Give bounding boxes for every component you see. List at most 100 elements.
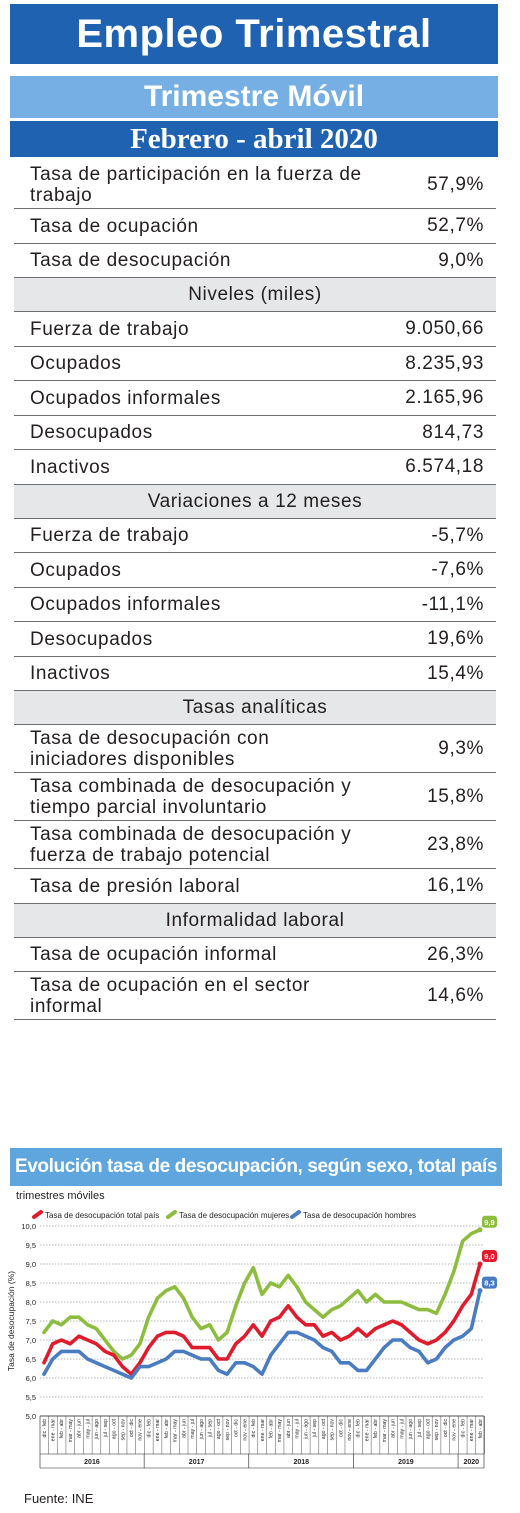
subtitle-band: Trimestre Móvil (10, 76, 498, 118)
row-label: Tasa de desocupación con iniciadores dis… (30, 728, 270, 770)
series-end-point (477, 1288, 483, 1294)
x-tick-label: jul - sep (103, 1419, 109, 1438)
chart-subtitle: trimestres móviles (16, 1190, 105, 1202)
end-value-label: 8,3 (484, 1279, 494, 1288)
x-tick-label: ene - mar (51, 1419, 57, 1441)
x-tick-label: sep - nov (434, 1419, 440, 1441)
x-tick-label: ago - oct (425, 1418, 431, 1439)
legend-label: Tasa de desocupación total país (45, 1211, 159, 1220)
row-label: Tasa de participación en la fuerza de tr… (30, 164, 362, 206)
table-row: Desocupados 19,6% (14, 622, 496, 657)
row-label: Ocupados (30, 559, 122, 581)
x-tick-label: ene - mar (364, 1419, 370, 1441)
table-row: Tasa combinada de desocupación y fuerza … (14, 821, 496, 869)
legend-item: Tasa de desocupación mujeres (166, 1210, 289, 1220)
row-value: 14,6% (427, 985, 484, 1006)
row-label: Desocupados (30, 422, 153, 444)
row-label: Fuerza de trabajo (30, 318, 190, 340)
x-tick-label: oct - dic (234, 1419, 240, 1438)
x-tick-label: abr - jun (286, 1419, 292, 1438)
x-tick-label: jun - ago (408, 1419, 414, 1440)
section-header: Informalidad laboral (14, 903, 496, 938)
year-label: 2017 (189, 1459, 205, 1466)
x-tick-label: oct - dic (129, 1419, 135, 1438)
row-value: -11,1% (421, 593, 484, 615)
indicator-table: Tasa de participación en la fuerza de tr… (14, 161, 496, 1020)
x-tick-label: mar - may (382, 1419, 388, 1443)
page-title: Empleo Trimestral (10, 4, 498, 64)
x-tick-label: ene - mar (469, 1419, 475, 1441)
legend-swatch (290, 1210, 301, 1219)
section-header: Niveles (miles) (14, 278, 496, 312)
x-tick-label: nov - ene (242, 1419, 248, 1441)
table-row: Tasa de desocupación 9,0% (14, 244, 496, 278)
series-end-point (477, 1227, 483, 1233)
row-value: 8.235,93 (405, 352, 484, 374)
table-row: Tasa de desocupación con iniciadores dis… (14, 725, 496, 773)
legend-swatch (166, 1210, 177, 1219)
end-label-badge (482, 1250, 497, 1262)
x-tick-label: may - jul (85, 1419, 91, 1439)
x-tick-label: sep - nov (225, 1419, 231, 1441)
row-value: 52,7% (427, 215, 484, 237)
x-tick-label: abr - jun (181, 1419, 187, 1438)
row-label: Tasa combinada de desocupación y fuerza … (30, 824, 352, 866)
table-row: Ocupados informales 2.165,96 (14, 381, 496, 416)
legend-swatch (32, 1210, 43, 1219)
table-row: Tasa de ocupación informal 26,3% (14, 938, 496, 972)
end-label-badge (482, 1276, 497, 1289)
x-tick-label: feb - abr (164, 1419, 170, 1439)
x-tick-label: oct - dic (443, 1419, 449, 1438)
x-tick-label: feb - abr (59, 1419, 65, 1439)
y-tick-label: 10,0 (21, 1222, 36, 1231)
table-row: Fuerza de trabajo 9.050,66 (14, 312, 496, 347)
x-tick-label: sep - nov (120, 1419, 126, 1441)
end-label-badge (482, 1215, 497, 1228)
x-tick-label: may - jul (399, 1419, 405, 1439)
section-header: Tasas analíticas (14, 691, 496, 725)
x-tick-label: ago - oct (321, 1418, 327, 1439)
x-tick-label: dic - feb (460, 1419, 466, 1438)
series-end-point (477, 1261, 483, 1267)
row-value: 15,8% (427, 786, 484, 807)
legend-item: Tasa de desocupación hombres (290, 1210, 416, 1220)
period-band: Febrero - abril 2020 (10, 121, 498, 157)
x-tick-label: dic - feb (356, 1419, 362, 1438)
row-label: Ocupados (30, 353, 122, 375)
year-label: 2019 (398, 1459, 414, 1466)
chart-title: Evolución tasa de desocupación, según se… (10, 1148, 502, 1186)
x-tick-label: sep - nov (330, 1419, 336, 1441)
row-value: 2.165,96 (405, 387, 484, 409)
row-label: Tasa de ocupación (30, 215, 199, 237)
x-tick-label: feb - abr (373, 1419, 379, 1439)
row-label: Desocupados (30, 628, 153, 650)
table-row: Fuerza de trabajo -5,7% (14, 519, 496, 553)
row-label: Inactivos (30, 456, 111, 478)
table-row: Ocupados -7,6% (14, 553, 496, 588)
year-label: 2016 (84, 1459, 100, 1466)
table-row: Tasa de participación en la fuerza de tr… (14, 161, 496, 209)
y-tick-label: 8,5 (26, 1279, 36, 1288)
row-label: Tasa de ocupación informal (30, 944, 277, 966)
row-value: 814,73 (422, 421, 484, 443)
y-tick-label: 5,5 (26, 1393, 36, 1402)
year-label: 2020 (463, 1459, 479, 1466)
row-value: 57,9% (427, 174, 484, 195)
table-row: Inactivos 6.574,18 (14, 450, 496, 485)
section-header: Variaciones a 12 meses (14, 484, 496, 519)
series-line (42, 1227, 482, 1361)
x-tick-label: mar - may (277, 1419, 283, 1443)
y-tick-label: 8,0 (26, 1298, 36, 1307)
year-label: 2018 (293, 1459, 309, 1466)
table-row: Desocupados 814,73 (14, 416, 496, 450)
x-tick-label: dic - feb (42, 1419, 48, 1438)
table-row: Inactivos 15,4% (14, 657, 496, 691)
y-tick-label: 5,0 (26, 1412, 36, 1421)
x-tick-label: feb - abr (269, 1419, 275, 1439)
y-tick-label: 9,0 (26, 1260, 36, 1269)
legend-label: Tasa de desocupación hombres (303, 1211, 416, 1220)
x-tick-label: ago - oct (216, 1418, 222, 1439)
row-value: 23,8% (427, 834, 484, 855)
x-tick-label: feb - abr (478, 1419, 484, 1439)
row-label: Ocupados informales (30, 387, 221, 409)
